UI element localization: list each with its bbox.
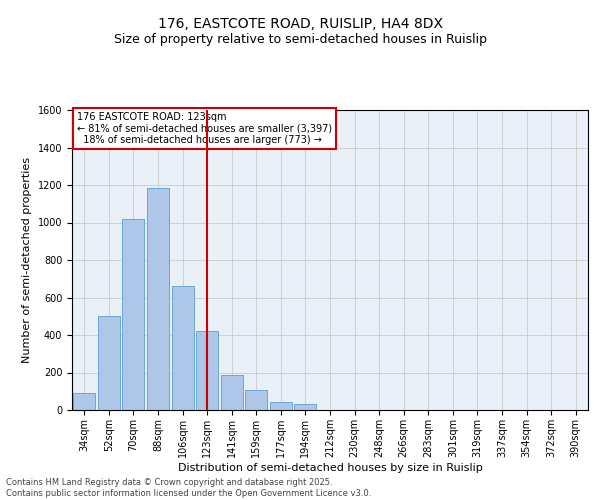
Bar: [270, 402, 292, 410]
Bar: [221, 376, 243, 410]
X-axis label: Distribution of semi-detached houses by size in Ruislip: Distribution of semi-detached houses by …: [178, 462, 482, 472]
Text: Size of property relative to semi-detached houses in Ruislip: Size of property relative to semi-detach…: [113, 32, 487, 46]
Text: 176 EASTCOTE ROAD: 123sqm
← 81% of semi-detached houses are smaller (3,397)
  18: 176 EASTCOTE ROAD: 123sqm ← 81% of semi-…: [77, 112, 332, 144]
Bar: [196, 331, 218, 410]
Bar: [98, 316, 120, 410]
Y-axis label: Number of semi-detached properties: Number of semi-detached properties: [22, 157, 32, 363]
Text: Contains HM Land Registry data © Crown copyright and database right 2025.
Contai: Contains HM Land Registry data © Crown c…: [6, 478, 371, 498]
Bar: [295, 404, 316, 410]
Bar: [122, 219, 145, 410]
Bar: [73, 393, 95, 410]
Text: 176, EASTCOTE ROAD, RUISLIP, HA4 8DX: 176, EASTCOTE ROAD, RUISLIP, HA4 8DX: [157, 18, 443, 32]
Bar: [172, 286, 194, 410]
Bar: [245, 390, 268, 410]
Bar: [147, 188, 169, 410]
